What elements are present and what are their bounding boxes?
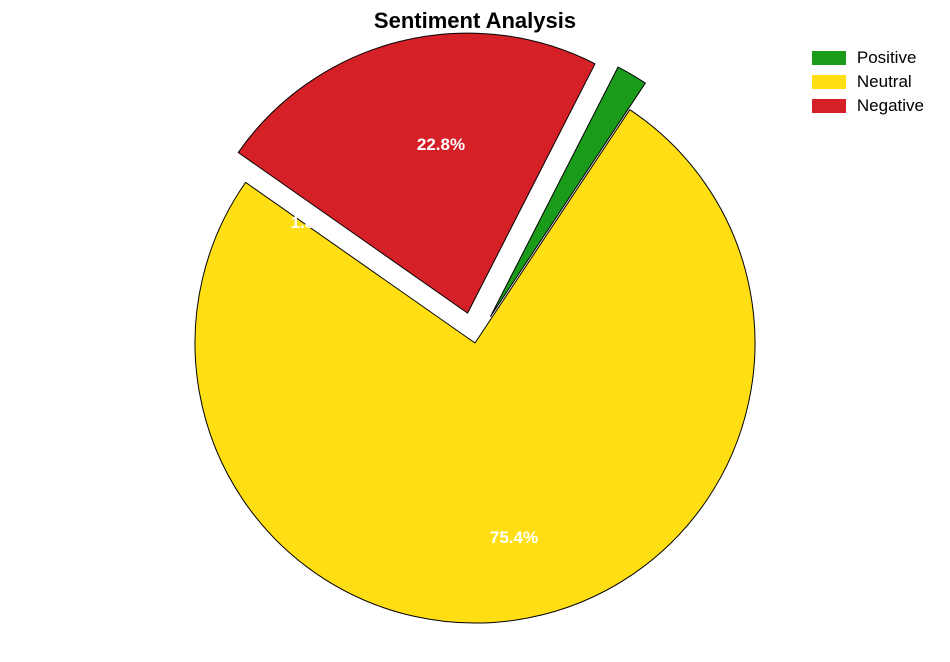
legend-item-positive: Positive	[812, 48, 924, 68]
slice-label-neutral: 75.4%	[490, 528, 538, 548]
slice-label-negative: 22.8%	[417, 135, 465, 155]
legend-label-neutral: Neutral	[857, 72, 912, 92]
legend-label-positive: Positive	[857, 48, 917, 68]
legend-swatch-negative	[812, 99, 846, 113]
legend-item-negative: Negative	[812, 96, 924, 116]
legend-item-neutral: Neutral	[812, 72, 924, 92]
legend-label-negative: Negative	[857, 96, 924, 116]
pie-chart	[0, 0, 950, 662]
legend-swatch-neutral	[812, 75, 846, 89]
legend: Positive Neutral Negative	[812, 48, 924, 120]
slice-label-positive: 1.8%	[291, 213, 330, 233]
legend-swatch-positive	[812, 51, 846, 65]
